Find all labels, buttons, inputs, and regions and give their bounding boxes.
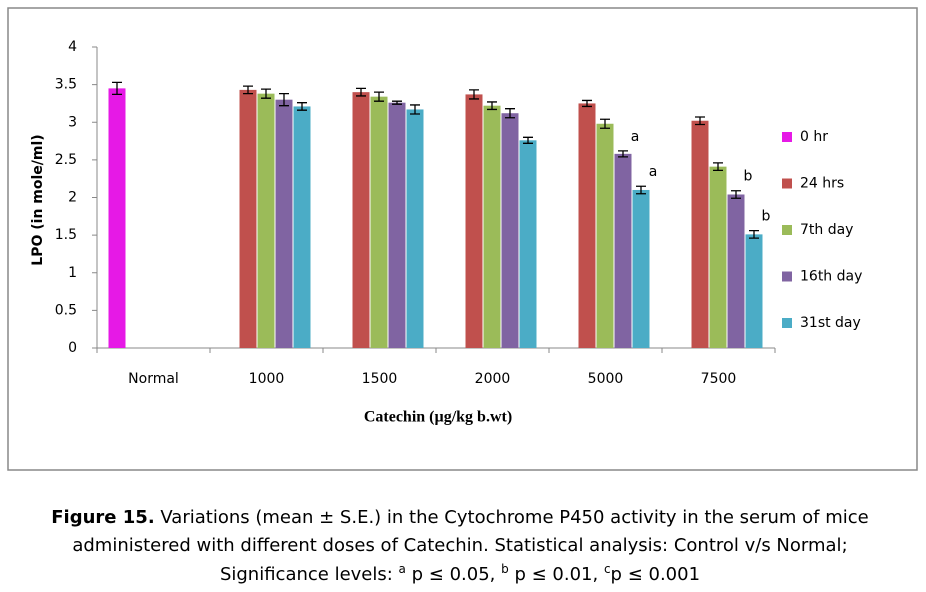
bar — [519, 140, 537, 348]
error-bar — [600, 118, 610, 129]
bar — [614, 153, 632, 348]
error-bar — [392, 100, 402, 105]
bar — [465, 94, 483, 348]
bar — [352, 92, 370, 349]
bar — [501, 113, 519, 348]
bar — [578, 103, 596, 348]
x-tick-label: 5000 — [588, 371, 624, 387]
y-tick-label: 4 — [68, 39, 77, 55]
caption-text: p ≤ 0.05, — [406, 564, 501, 585]
legend-swatch — [782, 178, 792, 189]
error-bar — [695, 116, 705, 126]
y-tick-label: 3 — [68, 114, 77, 130]
error-bar — [523, 136, 533, 144]
error-bar — [410, 104, 420, 115]
error-bar — [297, 102, 307, 111]
caption-text: p ≤ 0.001 — [611, 564, 700, 585]
bar — [275, 99, 293, 348]
error-bar — [582, 99, 592, 108]
error-bar — [618, 150, 628, 158]
error-bar — [749, 229, 759, 239]
bar — [108, 88, 126, 348]
bar — [691, 120, 709, 349]
superscript: b — [501, 562, 509, 576]
legend-swatch — [782, 318, 792, 328]
error-bar — [713, 162, 723, 172]
bar — [388, 102, 406, 348]
annotation: a — [631, 129, 640, 145]
y-axis-label: LPO (in mole/ml) — [30, 134, 46, 265]
y-tick-label: 1 — [68, 265, 77, 281]
legend-label: 31st day — [800, 315, 861, 331]
error-bar — [261, 88, 271, 99]
error-bar — [636, 185, 646, 195]
caption-label: Figure 15. — [51, 507, 154, 528]
error-bar — [112, 81, 122, 96]
x-tick-label: 2000 — [475, 371, 511, 387]
legend-swatch — [782, 132, 792, 142]
legend-label: 16th day — [800, 269, 862, 285]
bar — [483, 105, 501, 348]
x-tick-label: 1500 — [362, 371, 398, 387]
error-bar — [374, 91, 384, 102]
error-bar — [279, 93, 289, 107]
x-tick-label: 1000 — [249, 371, 285, 387]
caption-text: p ≤ 0.01, — [509, 564, 604, 585]
error-bar — [469, 89, 479, 100]
bar — [596, 123, 614, 348]
y-tick-label: 3.5 — [55, 77, 77, 93]
caption-text: Significance levels: — [220, 564, 399, 585]
y-tick-label: 2 — [68, 190, 77, 206]
error-bar — [243, 85, 253, 95]
bar — [745, 234, 763, 348]
caption-line: Figure 15. Variations (mean ± S.E.) in t… — [51, 507, 869, 528]
legend-label: 24 hrs — [800, 176, 844, 192]
y-tick-label: 2.5 — [55, 152, 77, 168]
caption-text: Variations (mean ± S.E.) in the Cytochro… — [155, 507, 869, 528]
bar — [727, 194, 745, 348]
error-bar — [505, 108, 515, 119]
bar — [406, 109, 424, 349]
bar — [239, 89, 257, 348]
superscript: c — [604, 562, 611, 576]
superscript: a — [399, 562, 406, 576]
error-bar — [487, 101, 497, 111]
error-bar — [356, 87, 366, 97]
legend-label: 0 hr — [800, 129, 828, 145]
bar — [709, 166, 727, 348]
error-bar — [731, 190, 741, 199]
chart-frame — [7, 7, 918, 471]
x-tick-label: 7500 — [701, 371, 737, 387]
bar — [293, 106, 311, 348]
caption-line: Significance levels: a p ≤ 0.05, b p ≤ 0… — [220, 562, 700, 585]
annotation: b — [744, 169, 753, 185]
legend-swatch — [782, 225, 792, 235]
legend-label: 7th day — [800, 222, 853, 238]
annotation: b — [762, 209, 771, 225]
x-tick-label: Normal — [128, 371, 179, 387]
legend-swatch — [782, 271, 792, 282]
x-axis-label: Catechin (µg/kg b.wt) — [364, 409, 512, 426]
bar — [370, 96, 388, 348]
bar — [632, 189, 650, 348]
caption-line: administered with different doses of Cat… — [72, 535, 847, 556]
y-tick-label: 0 — [68, 340, 77, 356]
y-tick-label: 0.5 — [55, 302, 77, 318]
annotation: a — [649, 164, 658, 180]
bar — [257, 93, 275, 348]
y-tick-label: 1.5 — [55, 227, 77, 243]
